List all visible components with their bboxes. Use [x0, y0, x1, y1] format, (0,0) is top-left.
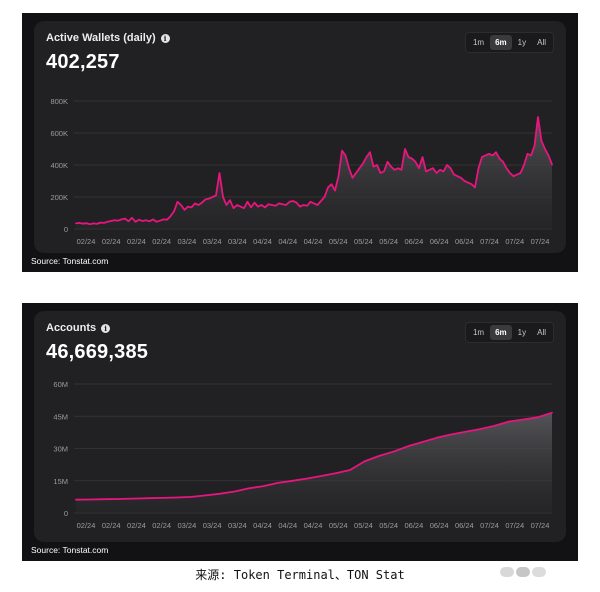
x-tick-label: 06/24 [430, 521, 449, 530]
x-tick-label: 04/24 [278, 237, 297, 246]
series-line [75, 116, 553, 226]
x-tick-label: 02/24 [152, 237, 171, 246]
y-tick-label: 15M [53, 477, 68, 486]
x-tick-label: 07/24 [531, 521, 550, 530]
y-tick-label: 400K [50, 161, 68, 170]
x-tick-label: 06/24 [455, 521, 474, 530]
x-tick-label: 05/24 [379, 237, 398, 246]
x-tick-label: 05/24 [379, 521, 398, 530]
x-tick-label: 07/24 [480, 521, 499, 530]
y-tick-label: 600K [50, 129, 68, 138]
info-icon[interactable]: i [160, 33, 170, 43]
x-tick-label: 06/24 [404, 237, 423, 246]
caption: 来源: Token Terminal、TON Stat [0, 566, 600, 583]
x-tick-label: 03/24 [203, 237, 222, 246]
y-tick-label: 0 [64, 509, 68, 518]
active-wallets-chart: 0 200K 400K 600K 800K 02/24 02/24 02/24 02/24 03/… [50, 97, 553, 246]
source-label: Source: Tonstat.com [31, 545, 109, 555]
x-tick-label: 04/24 [253, 237, 272, 246]
range-tab-1m[interactable]: 1m [472, 38, 485, 47]
watermark-logo [500, 567, 546, 577]
x-tick-label: 05/24 [354, 237, 373, 246]
x-tick-label: 02/24 [127, 237, 146, 246]
x-tick-label: 05/24 [329, 237, 348, 246]
x-tick-label: 03/24 [177, 237, 196, 246]
x-tick-label: 05/24 [329, 521, 348, 530]
y-tick-label: 30M [53, 445, 68, 454]
chart-card: Active Wallets (daily) i 402,257 1m 6m 1… [34, 21, 566, 253]
chart-card: Accounts i 46,669,385 1m 6m 1y All 0 15M 3… [34, 311, 566, 542]
x-tick-label: 02/24 [102, 521, 121, 530]
x-tick-label: 02/24 [77, 521, 96, 530]
x-tick-label: 07/24 [505, 237, 524, 246]
y-tick-label: 60M [53, 380, 68, 389]
series-line [75, 411, 553, 501]
x-tick-label: 07/24 [505, 521, 524, 530]
x-tick-label: 06/24 [455, 237, 474, 246]
chart-title-row: Accounts i [46, 322, 111, 334]
range-tab-1m[interactable]: 1m [472, 328, 485, 337]
chart-panel-accounts: Accounts i 46,669,385 1m 6m 1y All 0 15M 3… [22, 303, 578, 561]
x-tick-label: 04/24 [253, 521, 272, 530]
y-tick-label: 45M [53, 412, 68, 421]
x-tick-label: 07/24 [531, 237, 550, 246]
x-tick-label: 04/24 [278, 521, 297, 530]
y-tick-label: 800K [50, 97, 68, 106]
range-tab-6m[interactable]: 6m [490, 325, 512, 340]
chart-title: Accounts [46, 322, 97, 334]
range-tab-1y[interactable]: 1y [517, 38, 527, 47]
x-tick-label: 03/24 [203, 521, 222, 530]
x-tick-label: 06/24 [430, 237, 449, 246]
y-tick-label: 200K [50, 193, 68, 202]
x-tick-label: 05/24 [354, 521, 373, 530]
range-tab-1y[interactable]: 1y [517, 328, 527, 337]
series-area [76, 117, 552, 229]
x-tick-label: 04/24 [304, 521, 323, 530]
headline-value: 46,669,385 [46, 341, 149, 363]
x-tick-label: 03/24 [177, 521, 196, 530]
chart-panel-active-wallets: Active Wallets (daily) i 402,257 1m 6m 1… [22, 13, 578, 272]
chart-title: Active Wallets (daily) [46, 32, 156, 44]
series-area [76, 412, 552, 513]
y-tick-label: 0 [64, 225, 68, 234]
time-range-selector: 1m 6m 1y All [464, 322, 554, 343]
accounts-chart: 0 15M 30M 45M 60M 02/24 02/24 02/24 02/24 03/24 03… [53, 380, 553, 530]
x-tick-label: 03/24 [228, 237, 247, 246]
range-tab-all[interactable]: All [537, 328, 546, 337]
x-tick-label: 03/24 [228, 521, 247, 530]
caption-text: 来源: Token Terminal、TON Stat [195, 568, 405, 582]
range-tab-all[interactable]: All [537, 38, 546, 47]
x-tick-label: 07/24 [480, 237, 499, 246]
x-tick-label: 06/24 [404, 521, 423, 530]
x-tick-label: 02/24 [77, 237, 96, 246]
time-range-selector: 1m 6m 1y All [464, 32, 554, 53]
chart-title-row: Active Wallets (daily) i [46, 32, 170, 44]
source-label: Source: Tonstat.com [31, 256, 109, 266]
range-tab-6m[interactable]: 6m [490, 35, 512, 50]
x-tick-label: 04/24 [304, 237, 323, 246]
x-tick-label: 02/24 [102, 237, 121, 246]
x-tick-label: 02/24 [152, 521, 171, 530]
headline-value: 402,257 [46, 51, 120, 73]
x-tick-label: 02/24 [127, 521, 146, 530]
info-icon[interactable]: i [101, 323, 111, 333]
